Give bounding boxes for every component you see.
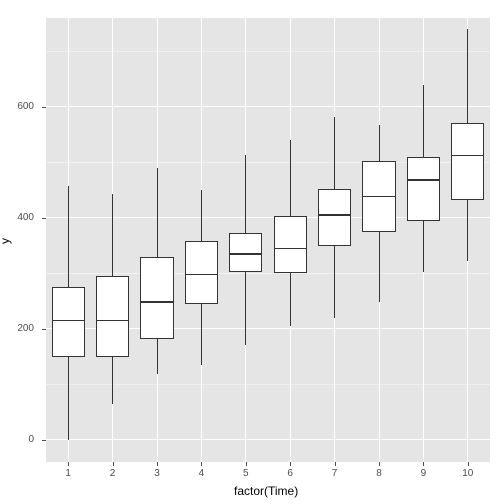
whisker-upper [290,140,291,216]
box [96,276,129,356]
x-tick-label: 6 [268,468,312,479]
x-tick-label: 9 [401,468,445,479]
x-tick-label: 8 [357,468,401,479]
y-tick-label: 400 [0,212,34,223]
whisker-lower [290,273,291,326]
plot-panel [46,18,490,462]
box [185,241,218,304]
median-line [274,248,307,250]
y-tick-label: 200 [0,323,34,334]
median-line [96,320,129,322]
box [52,287,85,356]
y-axis-title: y [0,238,12,244]
median-line [140,301,173,303]
x-tick-label: 4 [179,468,223,479]
x-axis-title: factor(Time) [234,484,298,498]
x-tick-label: 1 [46,468,90,479]
whisker-lower [201,304,202,365]
whisker-upper [467,29,468,123]
median-line [318,214,351,216]
whisker-lower [379,232,380,302]
box [318,189,351,246]
median-line [451,155,484,157]
median-line [362,196,395,198]
whisker-lower [334,246,335,318]
whisker-upper [245,155,246,233]
median-line [185,274,218,276]
x-tick-label: 7 [312,468,356,479]
y-tick-label: 600 [0,101,34,112]
whisker-upper [334,117,335,189]
median-line [52,320,85,322]
box [451,123,484,200]
whisker-upper [379,125,380,162]
whisker-upper [112,194,113,276]
box [407,157,440,221]
whisker-lower [423,221,424,273]
whisker-lower [157,339,158,375]
x-tick-label: 10 [446,468,490,479]
x-tick-label: 2 [90,468,134,479]
box [140,257,173,339]
whisker-lower [245,272,246,345]
whisker-upper [423,85,424,157]
whisker-lower [467,200,468,261]
y-tick-label: 0 [0,434,34,445]
median-line [229,253,262,255]
x-tick-label: 3 [135,468,179,479]
whisker-upper [68,186,69,288]
x-tick-label: 5 [224,468,268,479]
whisker-upper [157,168,158,257]
whisker-lower [112,357,113,404]
boxplot-figure: 0 200 400 600 12345678910 y factor(Time) [0,0,504,504]
whisker-lower [68,357,69,440]
median-line [407,179,440,181]
whisker-upper [201,190,202,241]
box [274,216,307,273]
